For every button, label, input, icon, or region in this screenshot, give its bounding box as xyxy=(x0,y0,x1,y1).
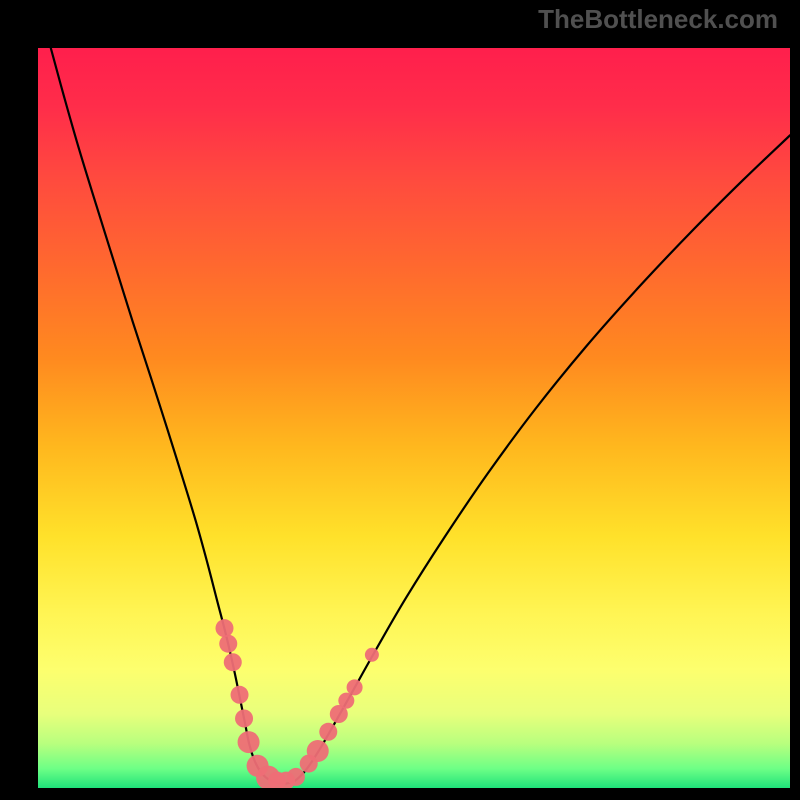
scatter-point xyxy=(219,635,237,653)
scatter-point xyxy=(365,648,379,662)
scatter-point xyxy=(287,768,305,786)
scatter-point xyxy=(319,723,337,741)
scatter-point xyxy=(231,686,249,704)
bottleneck-chart xyxy=(38,48,790,788)
scatter-point xyxy=(347,679,363,695)
scatter-point xyxy=(215,619,233,637)
scatter-point xyxy=(338,693,354,709)
scatter-point xyxy=(238,731,260,753)
watermark-text: TheBottleneck.com xyxy=(538,4,778,35)
scatter-point xyxy=(235,709,253,727)
scatter-point xyxy=(224,653,242,671)
gradient-background xyxy=(38,48,790,788)
scatter-point xyxy=(307,740,329,762)
